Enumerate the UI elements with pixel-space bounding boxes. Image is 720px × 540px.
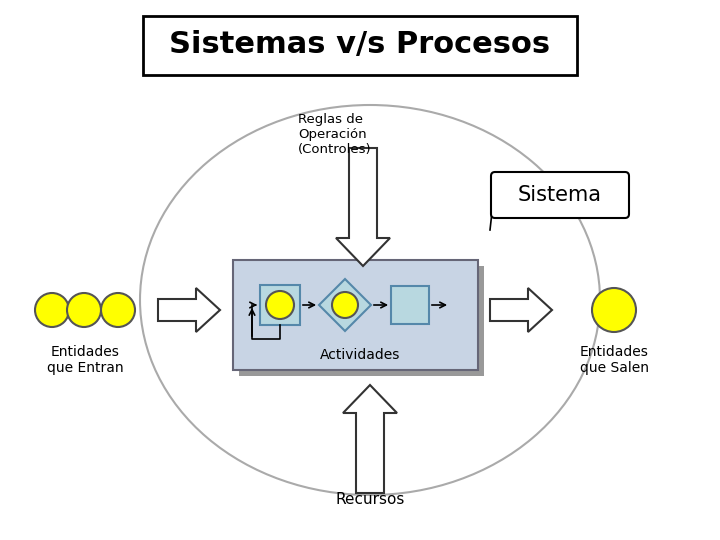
Circle shape	[332, 292, 358, 318]
Text: Actividades: Actividades	[320, 348, 400, 362]
Text: Recursos: Recursos	[336, 492, 405, 508]
Circle shape	[592, 288, 636, 332]
Text: Entidades
que Entran: Entidades que Entran	[47, 345, 123, 375]
Polygon shape	[319, 279, 371, 331]
FancyBboxPatch shape	[143, 16, 577, 75]
FancyBboxPatch shape	[260, 285, 300, 325]
FancyBboxPatch shape	[391, 286, 429, 324]
Text: Reglas de
Operación
(Controles): Reglas de Operación (Controles)	[298, 113, 372, 156]
FancyBboxPatch shape	[238, 266, 484, 376]
FancyBboxPatch shape	[491, 172, 629, 218]
Polygon shape	[336, 148, 390, 266]
Text: Sistema: Sistema	[518, 185, 602, 205]
Circle shape	[101, 293, 135, 327]
Polygon shape	[158, 288, 220, 332]
Circle shape	[266, 291, 294, 319]
Ellipse shape	[140, 105, 600, 495]
Text: Entidades
que Salen: Entidades que Salen	[580, 345, 649, 375]
Circle shape	[67, 293, 101, 327]
FancyBboxPatch shape	[233, 260, 477, 370]
Circle shape	[35, 293, 69, 327]
Text: Sistemas v/s Procesos: Sistemas v/s Procesos	[169, 30, 551, 59]
Polygon shape	[343, 385, 397, 493]
Polygon shape	[490, 288, 552, 332]
